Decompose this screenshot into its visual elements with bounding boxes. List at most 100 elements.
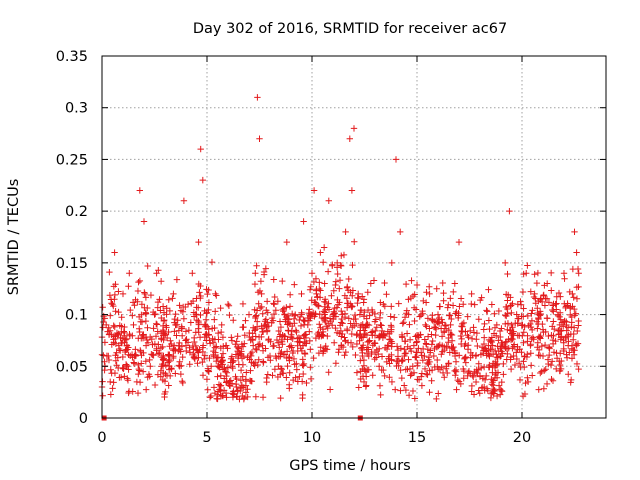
data-point-cloud [234,333,241,340]
data-point-cloud [288,310,296,318]
data-point-cloud [112,281,119,288]
data-point-cloud [135,313,143,321]
data-point-cloud [574,327,581,335]
data-point-cloud [425,356,432,363]
data-point [283,238,290,246]
data-point-cloud [142,294,150,301]
data-point-cloud [343,325,351,333]
data-point-cloud [338,252,345,259]
data-point-cloud [227,377,234,384]
data-point-cloud [575,365,582,373]
data-point-cloud [195,354,202,361]
data-point-cloud [533,279,541,287]
data-point-cloud [283,374,290,381]
data-point [350,125,358,132]
data-point-cloud [378,353,386,360]
data-point-cloud [307,346,314,353]
data-point-cloud [291,361,298,368]
data-point-cloud [124,377,132,384]
data-point-cloud [507,302,514,310]
data-point-cloud [153,345,160,352]
data-point-cloud [541,282,548,289]
data-point [189,270,196,277]
data-point-cloud [557,293,564,300]
data-point-cloud [530,293,538,301]
data-point-cloud [402,386,410,394]
data-point [397,228,404,236]
data-point-cloud [252,333,259,340]
data-point-cloud [341,352,348,359]
data-point-cloud [363,350,371,358]
data-point-cloud [461,355,468,363]
data-point-cloud [527,350,535,357]
data-point-cloud [175,362,183,369]
data-point-cloud [259,328,267,335]
data-point-cloud [467,349,475,357]
data-point-cloud [354,299,361,307]
data-point-cloud [379,334,387,341]
data-point-cloud [539,326,547,333]
data-point-cloud [324,332,331,340]
data-point-cloud [503,312,510,320]
data-point-cloud [538,342,546,350]
data-point-cloud [302,331,309,338]
data-point-cloud [357,332,364,340]
data-point-cloud [112,308,119,315]
data-point-cloud [365,338,373,345]
data-point-cloud [421,365,429,373]
data-point-cloud [269,343,277,350]
data-point-cloud [413,349,420,356]
data-point-cloud [568,323,575,331]
x-tick-label: 15 [408,430,426,446]
data-point [298,290,305,298]
data-point-cloud [453,386,460,393]
data-point-cloud [197,282,204,290]
data-point [256,135,263,142]
data-point-cloud [460,374,467,382]
data-point-cloud [377,309,384,317]
data-point-cloud [111,323,118,331]
data-point-cloud [398,374,406,382]
data-point-cloud [544,356,552,363]
data-point-cloud [452,358,460,366]
data-point-cloud [253,262,260,269]
data-point-cloud [450,288,457,296]
data-point-cloud [219,392,227,400]
data-point-cloud [432,331,439,339]
data-point-cloud [470,373,477,381]
data-point-cloud [225,302,233,310]
data-point-cloud [229,364,236,372]
data-point-cloud [144,339,152,346]
data-point-cloud [487,337,494,345]
data-point-cloud [315,349,323,357]
data-point-cloud [495,337,502,344]
data-point-cloud [360,362,368,369]
data-point-cloud [194,347,201,354]
data-point-cloud [205,331,213,339]
data-point-cloud [215,336,222,343]
data-point-cloud [537,369,544,377]
data-point [184,301,192,308]
data-point-cloud [438,333,446,340]
data-point-cloud [475,360,482,367]
data-point [342,228,349,236]
data-point-cloud [321,311,328,318]
data-point-cloud [161,378,169,385]
data-point-cloud [125,283,132,290]
data-point-cloud [168,365,175,373]
data-point-cloud [355,384,362,391]
data-point-cloud [357,323,364,331]
data-point-cloud [353,369,361,376]
data-point-cloud [186,349,194,356]
data-point-cloud [438,351,445,358]
data-point-cloud [277,394,284,402]
data-point-cloud [177,370,185,378]
data-point-cloud [565,338,572,345]
data-point-cloud [474,342,481,350]
data-point-cloud [496,327,504,335]
data-point-cloud [381,344,389,351]
data-point [573,249,580,256]
data-point-cloud [520,270,527,278]
data-point-cloud [534,325,541,332]
